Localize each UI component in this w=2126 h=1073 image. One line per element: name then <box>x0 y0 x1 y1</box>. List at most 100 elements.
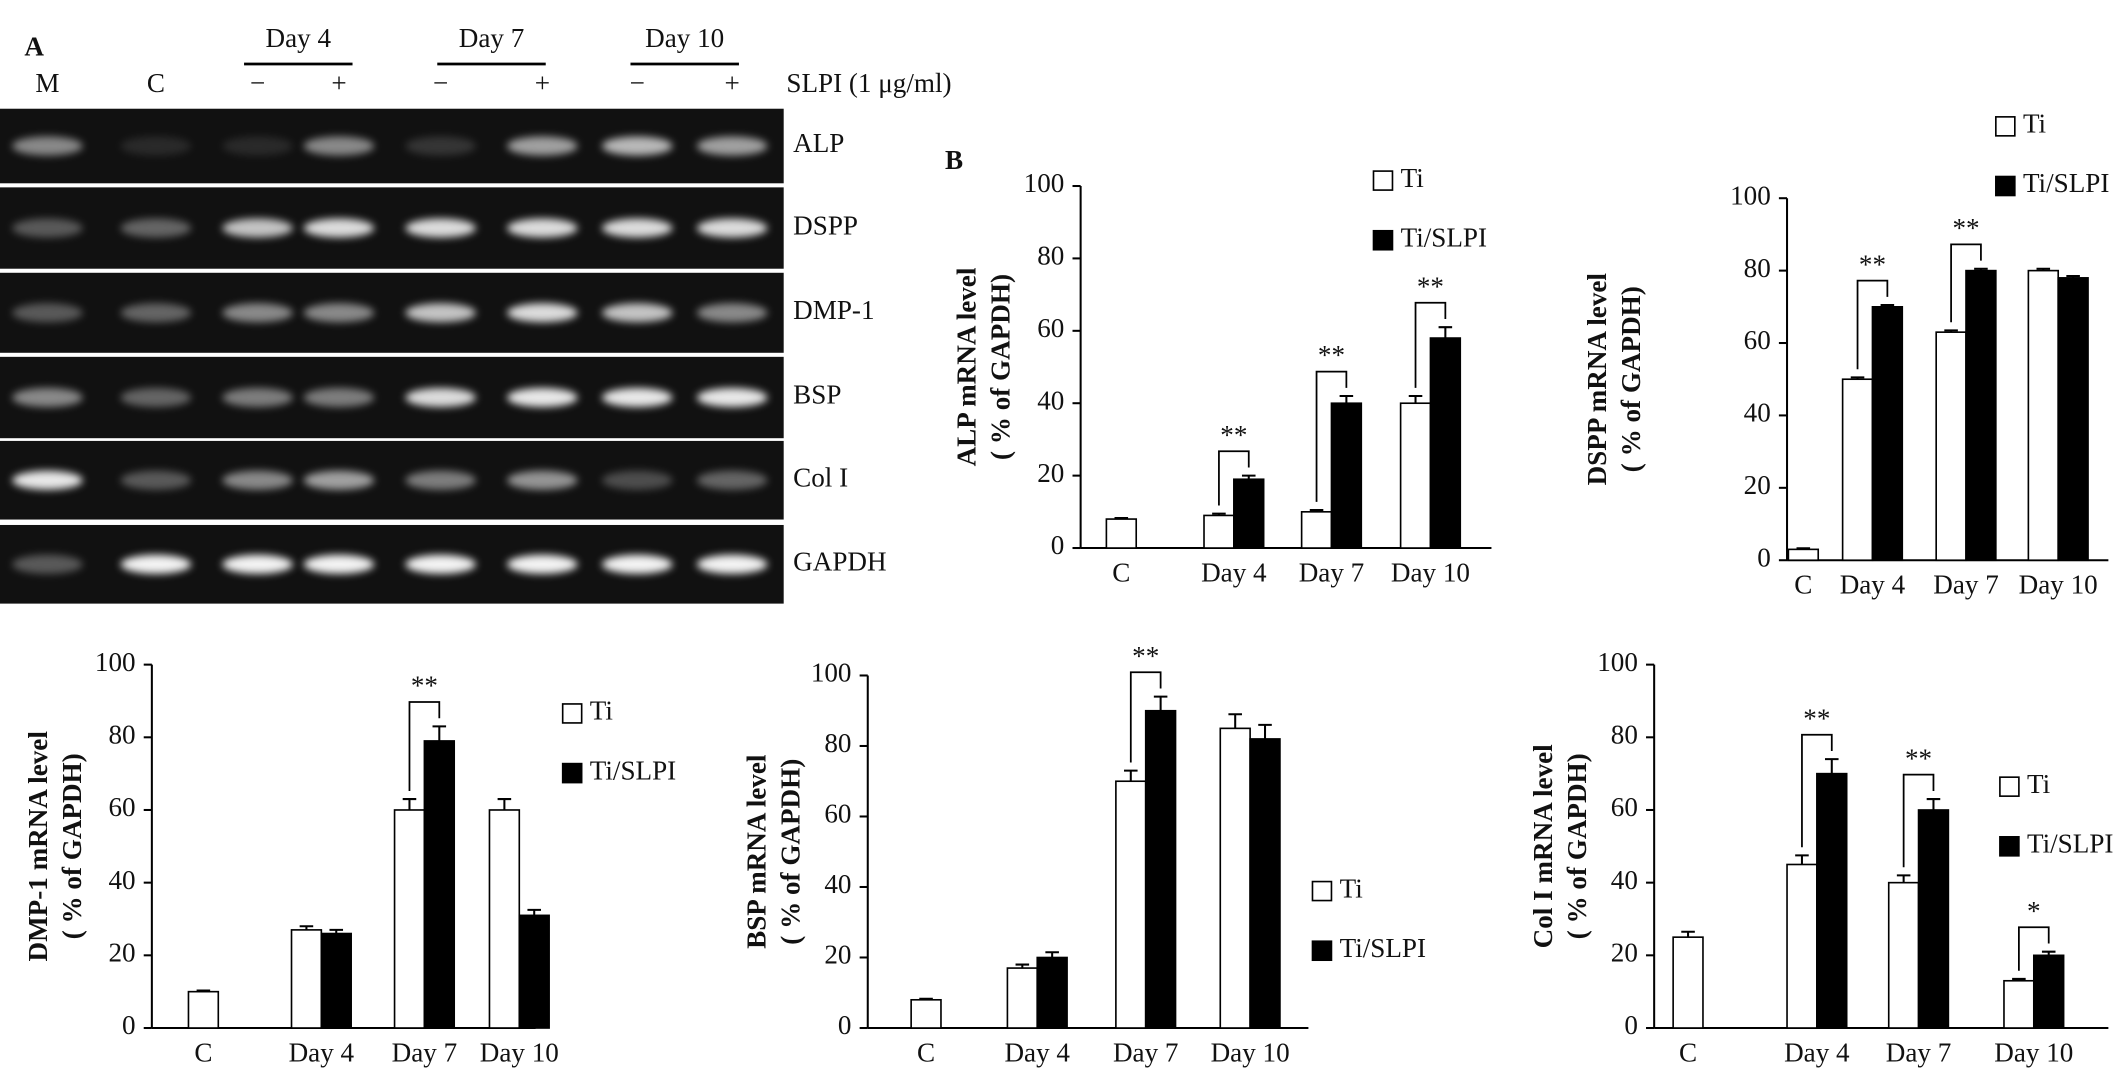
y-axis-label: ( % of GAPDH) <box>775 759 805 945</box>
gel-band <box>303 303 375 323</box>
y-tick-label: 60 <box>1744 325 1771 355</box>
gel-band <box>303 388 375 408</box>
gel-band <box>120 218 192 238</box>
significance-label: ** <box>1318 340 1345 370</box>
error-bar <box>1944 329 1958 333</box>
y-tick-label: 40 <box>1611 865 1638 895</box>
bar <box>1965 269 1997 562</box>
bar-chart: 0 20 40 60 80 100 C Day 4 Day 7 Day 10 DSPP mRNA l… <box>1582 109 2109 600</box>
y-tick-label: 100 <box>1024 168 1065 198</box>
error-bar <box>1228 713 1242 729</box>
error-bar <box>1339 394 1354 404</box>
y-tick-label: 20 <box>108 938 135 968</box>
bar <box>1006 967 1039 1029</box>
error-bar <box>1309 508 1324 512</box>
panel-label: A <box>24 31 44 61</box>
lane-label: C <box>147 68 165 98</box>
error-bar <box>1850 376 1865 380</box>
gene-label: GAPDH <box>793 547 886 577</box>
y-tick-label: 100 <box>1730 180 1771 210</box>
error-bar <box>1880 303 1895 307</box>
legend-swatch <box>1372 170 1394 191</box>
y-axis-label: DSPP mRNA level <box>1582 273 1612 486</box>
legend-label: Ti <box>1401 163 1425 193</box>
gel-band <box>120 554 192 574</box>
bar <box>1429 337 1462 549</box>
y-axis-label: ALP mRNA level <box>952 267 982 466</box>
legend-swatch <box>1995 116 2016 137</box>
gel-band <box>507 470 578 490</box>
bar <box>518 914 550 1029</box>
significance-label: * <box>2027 896 2041 926</box>
y-tick-label: 60 <box>1611 792 1638 822</box>
gel-band <box>12 218 83 238</box>
error-bar <box>196 989 211 992</box>
x-tick-label: Day 7 <box>1933 570 1999 600</box>
gel-band <box>120 136 192 156</box>
x-tick-label: Day 4 <box>1201 557 1267 587</box>
y-tick-label: 40 <box>108 865 135 895</box>
significance-bracket <box>408 701 441 791</box>
y-tick-label: 80 <box>1037 241 1064 271</box>
lane-label: − <box>630 68 645 98</box>
bar-chart: 0 20 40 60 80 100 C Day 4 Day 7 Day 10 DMP-1 mRNA … <box>23 647 676 1067</box>
y-axis-label: ( % of GAPDH) <box>57 753 87 939</box>
bar <box>2027 269 2060 562</box>
bar <box>1672 936 1704 1029</box>
gel-band <box>602 554 673 574</box>
x-tick-label: C <box>194 1037 212 1067</box>
y-tick-label: 100 <box>811 658 852 688</box>
gel-band <box>222 388 293 408</box>
x-tick-label: Day 7 <box>392 1037 458 1067</box>
gel-band <box>12 470 83 490</box>
legend-label: Ti/SLPI <box>1401 222 1487 252</box>
y-tick-label: 80 <box>1744 253 1771 283</box>
y-tick-label: 0 <box>838 1010 852 1040</box>
bar <box>1841 378 1874 562</box>
error-bar <box>2041 950 2056 956</box>
gel-band <box>222 470 293 490</box>
gel-band <box>696 470 768 490</box>
error-bar <box>1124 769 1138 782</box>
bar <box>1105 518 1138 549</box>
gene-label: Col I <box>793 462 848 492</box>
group-label: Day 7 <box>459 23 524 53</box>
charts: 0 20 40 60 80 100 C Day 4 Day 7 Day 10 ALP mRNA le… <box>23 109 2114 1068</box>
error-bar <box>1926 798 1941 810</box>
bar <box>1399 402 1432 549</box>
error-bar <box>1681 930 1695 938</box>
error-bar <box>1153 695 1168 711</box>
bar <box>1300 511 1333 549</box>
bar <box>2003 979 2035 1029</box>
y-tick-label: 60 <box>108 792 135 822</box>
significance-bracket <box>1950 243 1982 323</box>
error-bar <box>1896 874 1911 883</box>
panel-label: B <box>945 145 963 175</box>
x-tick-label: Day 4 <box>1784 1037 1850 1067</box>
x-tick-label: Day 4 <box>1004 1037 1070 1067</box>
error-bar <box>1045 951 1059 958</box>
x-tick-label: Day 10 <box>2019 570 2098 600</box>
legend-swatch <box>1999 836 2020 857</box>
error-bar <box>2012 977 2026 981</box>
bar <box>1330 402 1363 549</box>
significance-bracket <box>1801 733 1833 848</box>
bar <box>1935 331 1967 562</box>
lane-label: − <box>250 68 265 98</box>
x-tick-label: Day 10 <box>1211 1037 1290 1067</box>
y-tick-label: 80 <box>824 728 851 758</box>
y-axis-label: ( % of GAPDH) <box>986 274 1016 460</box>
error-bar <box>497 798 512 810</box>
legend-label: Ti <box>2023 109 2047 139</box>
significance-label: ** <box>411 671 438 701</box>
error-bar <box>1212 512 1226 516</box>
error-bar <box>1114 516 1129 520</box>
y-tick-label: 40 <box>1744 398 1771 428</box>
group-label: Day 10 <box>645 23 724 53</box>
gene-label: ALP <box>793 128 844 158</box>
legend-label: Ti/SLPI <box>590 755 676 785</box>
legend-label: Ti/SLPI <box>1340 933 1426 963</box>
error-bar <box>432 725 447 741</box>
y-tick-label: 20 <box>824 940 851 970</box>
bar <box>488 809 521 1029</box>
